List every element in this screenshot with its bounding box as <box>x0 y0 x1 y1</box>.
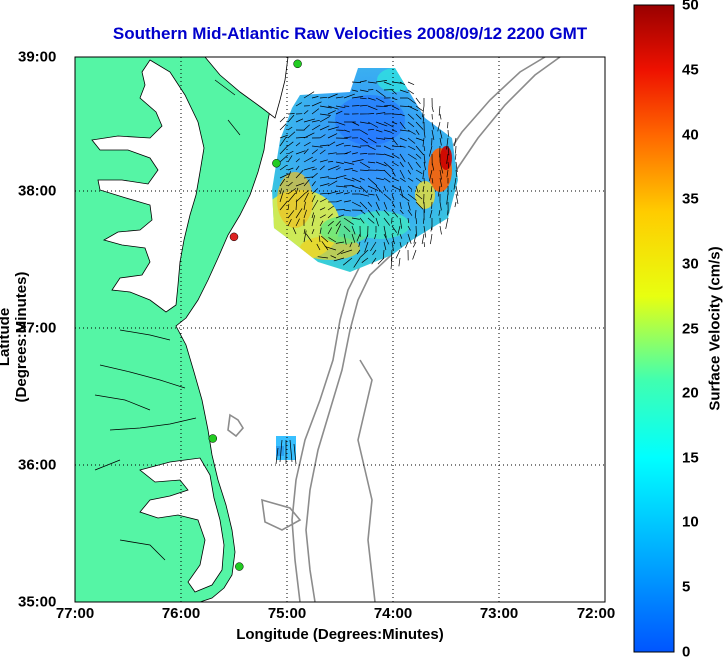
colorbar-tick-label: 5 <box>682 578 691 596</box>
colorbar-label: Surface Velocity (cm/s) <box>706 246 724 411</box>
colorbar-tick-label: 30 <box>682 255 699 273</box>
x-tick-label: 76:00 <box>161 605 201 622</box>
radar-stations <box>208 59 302 571</box>
delaware-bay <box>204 57 289 119</box>
colorbar <box>633 4 675 653</box>
radar-station-marker <box>293 59 302 69</box>
x-tick-label: 75:00 <box>267 605 307 622</box>
chart-title: Southern Mid-Atlantic Raw Velocities 200… <box>112 24 588 43</box>
river-lines <box>94 79 241 411</box>
colorbar-tick-label: 40 <box>682 126 699 144</box>
colorbar-tick-label: 20 <box>682 384 699 402</box>
y-axis-label: Latitude (Degrees:Minutes) <box>0 271 30 403</box>
radar-station-marker <box>272 159 281 168</box>
colorbar-tick-label: 10 <box>682 513 699 531</box>
y-tick-label: 37:00 <box>18 319 57 337</box>
y-tick-label: 39:00 <box>18 48 57 66</box>
x-tick-label: 72:00 <box>576 605 616 622</box>
y-tick-label: 36:00 <box>18 456 57 474</box>
bathymetry-contours <box>227 57 561 602</box>
chesapeake-bay <box>91 59 205 313</box>
y-tick-label: 38:00 <box>18 182 57 200</box>
plot-frame <box>74 56 606 603</box>
x-axis-label: Longitude (Degrees:Minutes) <box>236 626 444 643</box>
radar-station-marker <box>235 562 244 571</box>
velocity-vectors <box>279 80 459 270</box>
x-tick-label: 73:00 <box>479 605 519 622</box>
colorbar-tick-label: 25 <box>682 320 699 338</box>
x-tick-label: 77:00 <box>55 605 95 622</box>
colorbar-tick-label: 0 <box>682 643 691 661</box>
southern-velocity-patch <box>275 436 297 465</box>
y-tick-label: 35:00 <box>18 593 57 611</box>
colorbar-tick-label: 35 <box>682 190 699 208</box>
velocity-vector-arrows <box>279 80 459 270</box>
lat-lon-grid <box>75 57 605 602</box>
radar-station-marker <box>229 232 239 242</box>
plot-area <box>75 57 605 602</box>
colorbar-tick-label: 50 <box>682 0 699 14</box>
colorbar-tick-label: 45 <box>682 61 699 79</box>
colorbar-tick-label: 15 <box>682 449 699 467</box>
x-tick-label: 74:00 <box>373 605 413 622</box>
pamlico-sound <box>139 457 225 593</box>
radar-station-marker <box>208 434 218 443</box>
